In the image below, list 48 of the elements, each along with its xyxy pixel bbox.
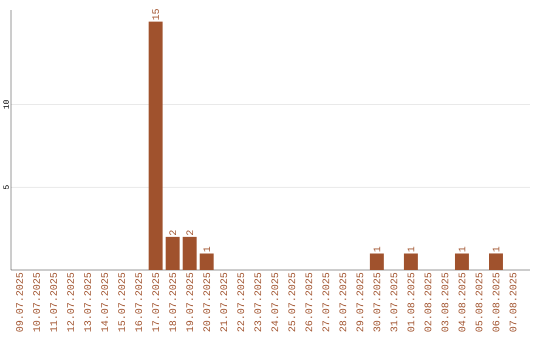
x-tick-label: 20.07.2025 <box>203 272 210 332</box>
x-tick-label: 01.08.2025 <box>408 272 414 332</box>
x-tick-label: 02.08.2025 <box>424 272 432 332</box>
data-label: 2 <box>186 230 194 235</box>
x-tick-label: 23.07.2025 <box>254 272 262 332</box>
x-tick-label: 22.07.2025 <box>237 272 244 332</box>
x-tick-label: 25.07.2025 <box>288 272 296 332</box>
data-label: 2 <box>169 230 176 235</box>
bar <box>182 236 197 270</box>
data-label: 15 <box>152 9 159 20</box>
x-tick-label: 24.07.2025 <box>271 272 278 332</box>
x-tick-label: 17.07.2025 <box>152 272 160 332</box>
bar <box>370 253 384 270</box>
x-tick-label: 30.07.2025 <box>373 272 380 332</box>
x-tick-label: 03.08.2025 <box>442 272 448 332</box>
x-tick-label: 26.07.2025 <box>305 272 312 332</box>
x-tick-label: 15.07.2025 <box>118 272 126 332</box>
x-tick-label: 12.07.2025 <box>67 272 74 332</box>
bar <box>166 236 180 270</box>
data-label: 1 <box>408 246 414 252</box>
x-tick-label: 05.08.2025 <box>476 272 482 332</box>
data-label: 1 <box>203 246 210 252</box>
x-tick-label: 31.07.2025 <box>390 272 398 332</box>
x-tick-label: 10.07.2025 <box>33 272 40 332</box>
x-tick-label: 13.07.2025 <box>84 272 91 332</box>
bar <box>454 253 469 270</box>
bar <box>200 253 214 270</box>
x-tick-label: 19.07.2025 <box>186 272 194 332</box>
data-label: 1 <box>374 246 380 252</box>
bar <box>404 253 418 270</box>
x-tick-label: 09.07.2025 <box>16 272 23 332</box>
x-tick-label: 11.07.2025 <box>50 272 57 332</box>
x-tick-label: 14.07.2025 <box>101 272 108 332</box>
y-tick-label: 5 <box>3 185 9 190</box>
x-tick-label: 28.07.2025 <box>339 272 346 332</box>
x-tick-label: 29.07.2025 <box>356 272 364 332</box>
x-tick-label: 16.07.2025 <box>135 272 142 332</box>
x-tick-label: 27.07.2025 <box>322 272 330 332</box>
data-label: 1 <box>492 246 500 252</box>
bar <box>148 22 163 270</box>
x-tick-label: 21.07.2025 <box>220 272 228 332</box>
x-tick-label: 04.08.2025 <box>458 272 466 332</box>
data-label: 1 <box>458 246 466 252</box>
x-tick-label: 07.08.2025 <box>510 272 516 332</box>
y-tick-label: 10 <box>3 100 9 109</box>
x-tick-label: 06.08.2025 <box>492 272 500 332</box>
bar <box>489 253 503 270</box>
x-tick-label: 18.07.2025 <box>169 272 176 332</box>
